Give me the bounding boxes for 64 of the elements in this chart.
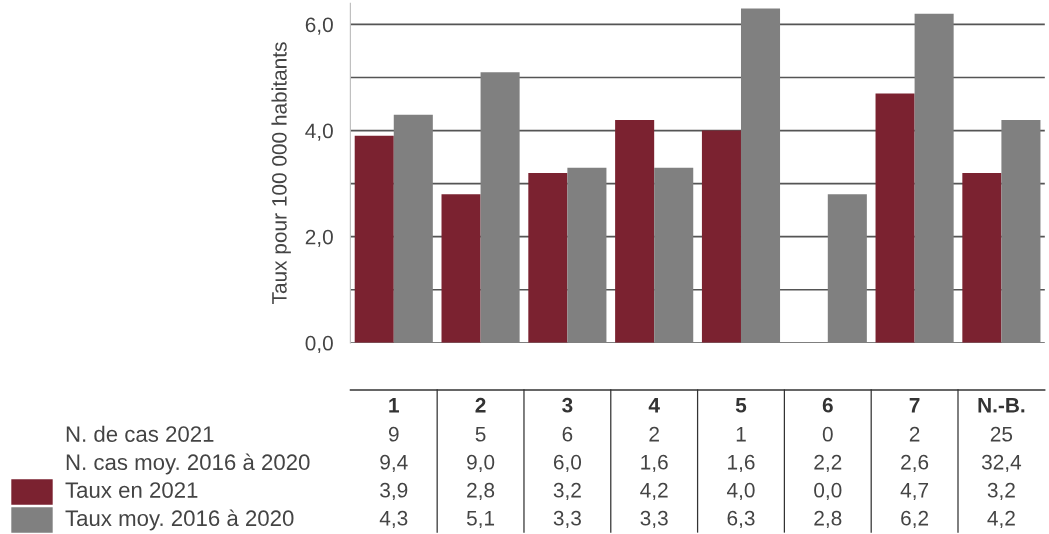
bar — [654, 167, 694, 343]
text: 25 — [990, 426, 1013, 442]
text: 1 — [736, 427, 746, 442]
x-tick-label: 1 — [389, 398, 399, 413]
data-label: 4,2 — [640, 482, 668, 501]
x-tick-label: N.-B. — [978, 398, 1025, 413]
bar — [962, 173, 1002, 343]
x-tick-label: 4 — [648, 398, 660, 413]
y-tick-label: 2,0 — [305, 229, 333, 247]
y-tick-label: 6,0 — [305, 17, 333, 35]
bar — [615, 119, 655, 343]
data-label: 2,8 — [814, 510, 842, 529]
data-label: 4,3 — [379, 510, 408, 529]
bar — [393, 114, 433, 343]
text: 1,6 — [728, 454, 755, 473]
data-label: 3,3 — [553, 510, 581, 529]
legend-label: Taux moy. 2016 à 2020 — [65, 509, 294, 531]
data-label: 3,3 — [640, 510, 668, 529]
text: N. de cas 2021 — [66, 425, 214, 442]
y-axis-title: Taux pour 100 000 habitants — [271, 42, 291, 304]
data-label: 0,0 — [814, 482, 842, 501]
bar — [740, 8, 781, 343]
bar — [480, 72, 520, 343]
x-tick-label: 5 — [735, 398, 747, 413]
text: 9,4 — [380, 454, 408, 473]
data-label: 3,9 — [380, 482, 408, 501]
text: 5 — [475, 427, 486, 442]
bar — [354, 135, 394, 343]
text: 1,6 — [641, 454, 668, 473]
y-tick-label: 0,0 — [305, 335, 333, 354]
text: 0 — [822, 426, 833, 442]
data-label: 2,8 — [467, 482, 495, 501]
data-label: 4,2 — [987, 510, 1015, 529]
legend-label: Taux en 2021 — [65, 482, 198, 498]
x-tick-label: 6 — [822, 397, 833, 413]
x-tick-label: 2 — [475, 397, 486, 413]
bar — [827, 194, 867, 343]
bar — [528, 173, 568, 343]
text: N. cas moy. 2016 à 2020 — [66, 453, 310, 475]
text: 2,6 — [901, 454, 929, 473]
bar — [701, 130, 741, 343]
text: 9,0 — [467, 454, 495, 473]
text: 32,4 — [981, 454, 1022, 473]
x-tick-label: 7 — [909, 398, 920, 413]
data-label: 4,7 — [900, 483, 929, 501]
x-tick-label: 3 — [562, 397, 573, 413]
bar — [441, 194, 481, 343]
text: 2 — [649, 426, 659, 442]
bar — [914, 13, 954, 343]
data-label: 4,0 — [726, 482, 755, 501]
data-label: 6,3 — [727, 510, 755, 529]
text: 2,2 — [814, 454, 842, 473]
y-tick-label: 4,0 — [305, 123, 333, 141]
bar — [567, 167, 607, 343]
text: 2 — [909, 426, 920, 442]
text: 9 — [388, 426, 399, 442]
text: 6 — [562, 426, 573, 442]
bar — [1001, 119, 1041, 343]
bar — [875, 93, 915, 343]
data-label: 3,2 — [553, 482, 581, 501]
data-label: 6,2 — [901, 510, 929, 529]
text: 6,0 — [553, 454, 582, 473]
data-label: 5,1 — [466, 511, 495, 529]
data-label: 3,2 — [987, 482, 1015, 501]
